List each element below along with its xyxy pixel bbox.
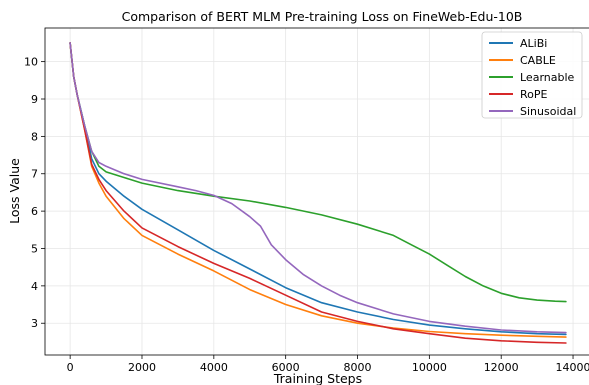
y-axis-ticks: 3 4 5 6 7 8 9 10 <box>24 56 45 330</box>
series-lines <box>69 42 567 344</box>
legend-label: RoPE <box>520 88 548 101</box>
y-tick-label: 6 <box>31 205 38 218</box>
y-tick-label: 3 <box>31 317 38 330</box>
series-line-rope <box>69 42 567 344</box>
plot-frame <box>44 27 589 356</box>
y-tick-label: 8 <box>31 130 38 143</box>
series-line-sinusoidal <box>69 42 567 334</box>
x-tick-label: 10000 <box>412 361 447 374</box>
y-tick-label: 7 <box>31 168 38 181</box>
grid <box>45 28 589 355</box>
y-tick-label: 4 <box>31 280 38 293</box>
x-tick-label: 2000 <box>128 361 156 374</box>
legend-label: CABLE <box>520 54 556 67</box>
legend-items: ALiBi CABLE Learnable RoPE Sinusoidal <box>489 37 576 118</box>
legend: ALiBi CABLE Learnable RoPE Sinusoidal <box>481 31 583 119</box>
x-tick-label: 14000 <box>556 361 589 374</box>
legend-label: ALiBi <box>520 37 547 50</box>
x-axis-ticks: 0 2000 4000 6000 8000 10000 12000 14000 <box>67 355 589 374</box>
x-tick-label: 6000 <box>272 361 300 374</box>
legend-label: Sinusoidal <box>520 105 576 118</box>
x-tick-label: 0 <box>67 361 74 374</box>
legend-label: Learnable <box>520 71 575 84</box>
y-tick-label: 5 <box>31 242 38 255</box>
x-tick-label: 4000 <box>200 361 228 374</box>
legend-box <box>481 31 583 119</box>
y-axis-label: Loss Value <box>7 158 22 224</box>
y-tick-label: 9 <box>31 93 38 106</box>
chart-title: Comparison of BERT MLM Pre-training Loss… <box>122 9 523 24</box>
x-tick-label: 8000 <box>344 361 372 374</box>
x-axis-label: Training Steps <box>273 371 362 385</box>
y-tick-label: 10 <box>24 56 38 69</box>
x-tick-label: 12000 <box>484 361 519 374</box>
